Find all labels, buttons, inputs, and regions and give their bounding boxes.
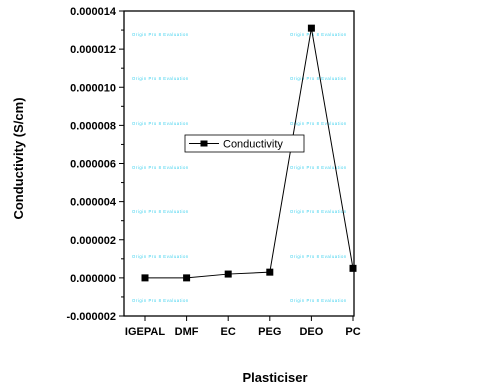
legend: Conductivity	[184, 134, 305, 153]
watermark-text: Origin Pro 8 Evaluation	[132, 209, 189, 214]
x-tick-label: PEG	[258, 326, 281, 338]
watermark-text: Origin Pro 8 Evaluation	[132, 165, 189, 170]
data-point	[141, 274, 149, 282]
watermark-text: Origin Pro 8 Evaluation	[132, 32, 189, 37]
legend-marker	[200, 140, 208, 147]
x-tick-label: EC	[221, 326, 236, 338]
x-tick-label: DEO	[299, 326, 323, 338]
y-axis-title: Conductivity (S/cm)	[11, 97, 26, 219]
watermark-layer: Origin Pro 8 Evaluation Origin Pro 8 Eval…	[132, 32, 347, 303]
x-tick-label: PC	[345, 326, 360, 338]
watermark-text: Origin Pro 8 Evaluation	[290, 76, 347, 81]
data-point	[349, 264, 357, 272]
y-axis: -0.000002 0.000000 0.000002 0.000004 0.00000…	[66, 6, 124, 323]
watermark-text: Origin Pro 8 Evaluation	[132, 254, 189, 259]
watermark-text: Origin Pro 8 Evaluation	[290, 209, 347, 214]
watermark-text: Origin Pro 8 Evaluation	[132, 298, 189, 303]
data-point	[307, 24, 315, 32]
y-tick-label: 0.000006	[70, 159, 116, 171]
y-tick-label: 0.000002	[70, 235, 116, 247]
watermark-text: Origin Pro 8 Evaluation	[290, 165, 347, 170]
y-tick-label: 0.000004	[70, 197, 117, 209]
y-tick-label: 0.000010	[70, 82, 116, 94]
watermark-text: Origin Pro 8 Evaluation	[290, 298, 347, 303]
y-tick-label: 0.000000	[70, 273, 116, 285]
x-tick-label: DMF	[175, 326, 199, 338]
watermark-text: Origin Pro 8 Evaluation	[290, 254, 347, 259]
x-axis-title: Plasticiser	[242, 370, 307, 385]
data-point	[266, 268, 274, 276]
legend-label: Conductivity	[223, 139, 283, 151]
plot-frame	[123, 10, 355, 317]
watermark-text: Origin Pro 8 Evaluation	[132, 76, 189, 81]
series-line	[145, 28, 354, 279]
series-layer	[141, 24, 357, 282]
watermark-text: Origin Pro 8 Evaluation	[290, 32, 347, 37]
legend-box	[184, 134, 305, 153]
data-point	[183, 274, 191, 282]
watermark-text: Origin Pro 8 Evaluation	[290, 121, 347, 126]
y-tick-label: 0.000008	[70, 120, 116, 132]
x-axis: IGEPAL DMF EC PEG DEO PC	[125, 316, 361, 338]
x-tick-label: IGEPAL	[125, 326, 165, 338]
y-tick-label: 0.000014	[70, 6, 117, 18]
watermark-text: Origin Pro 8 Evaluation	[132, 121, 189, 126]
y-tick-label: 0.000012	[70, 44, 116, 56]
data-point	[224, 270, 232, 278]
y-tick-label: -0.000002	[66, 311, 116, 323]
